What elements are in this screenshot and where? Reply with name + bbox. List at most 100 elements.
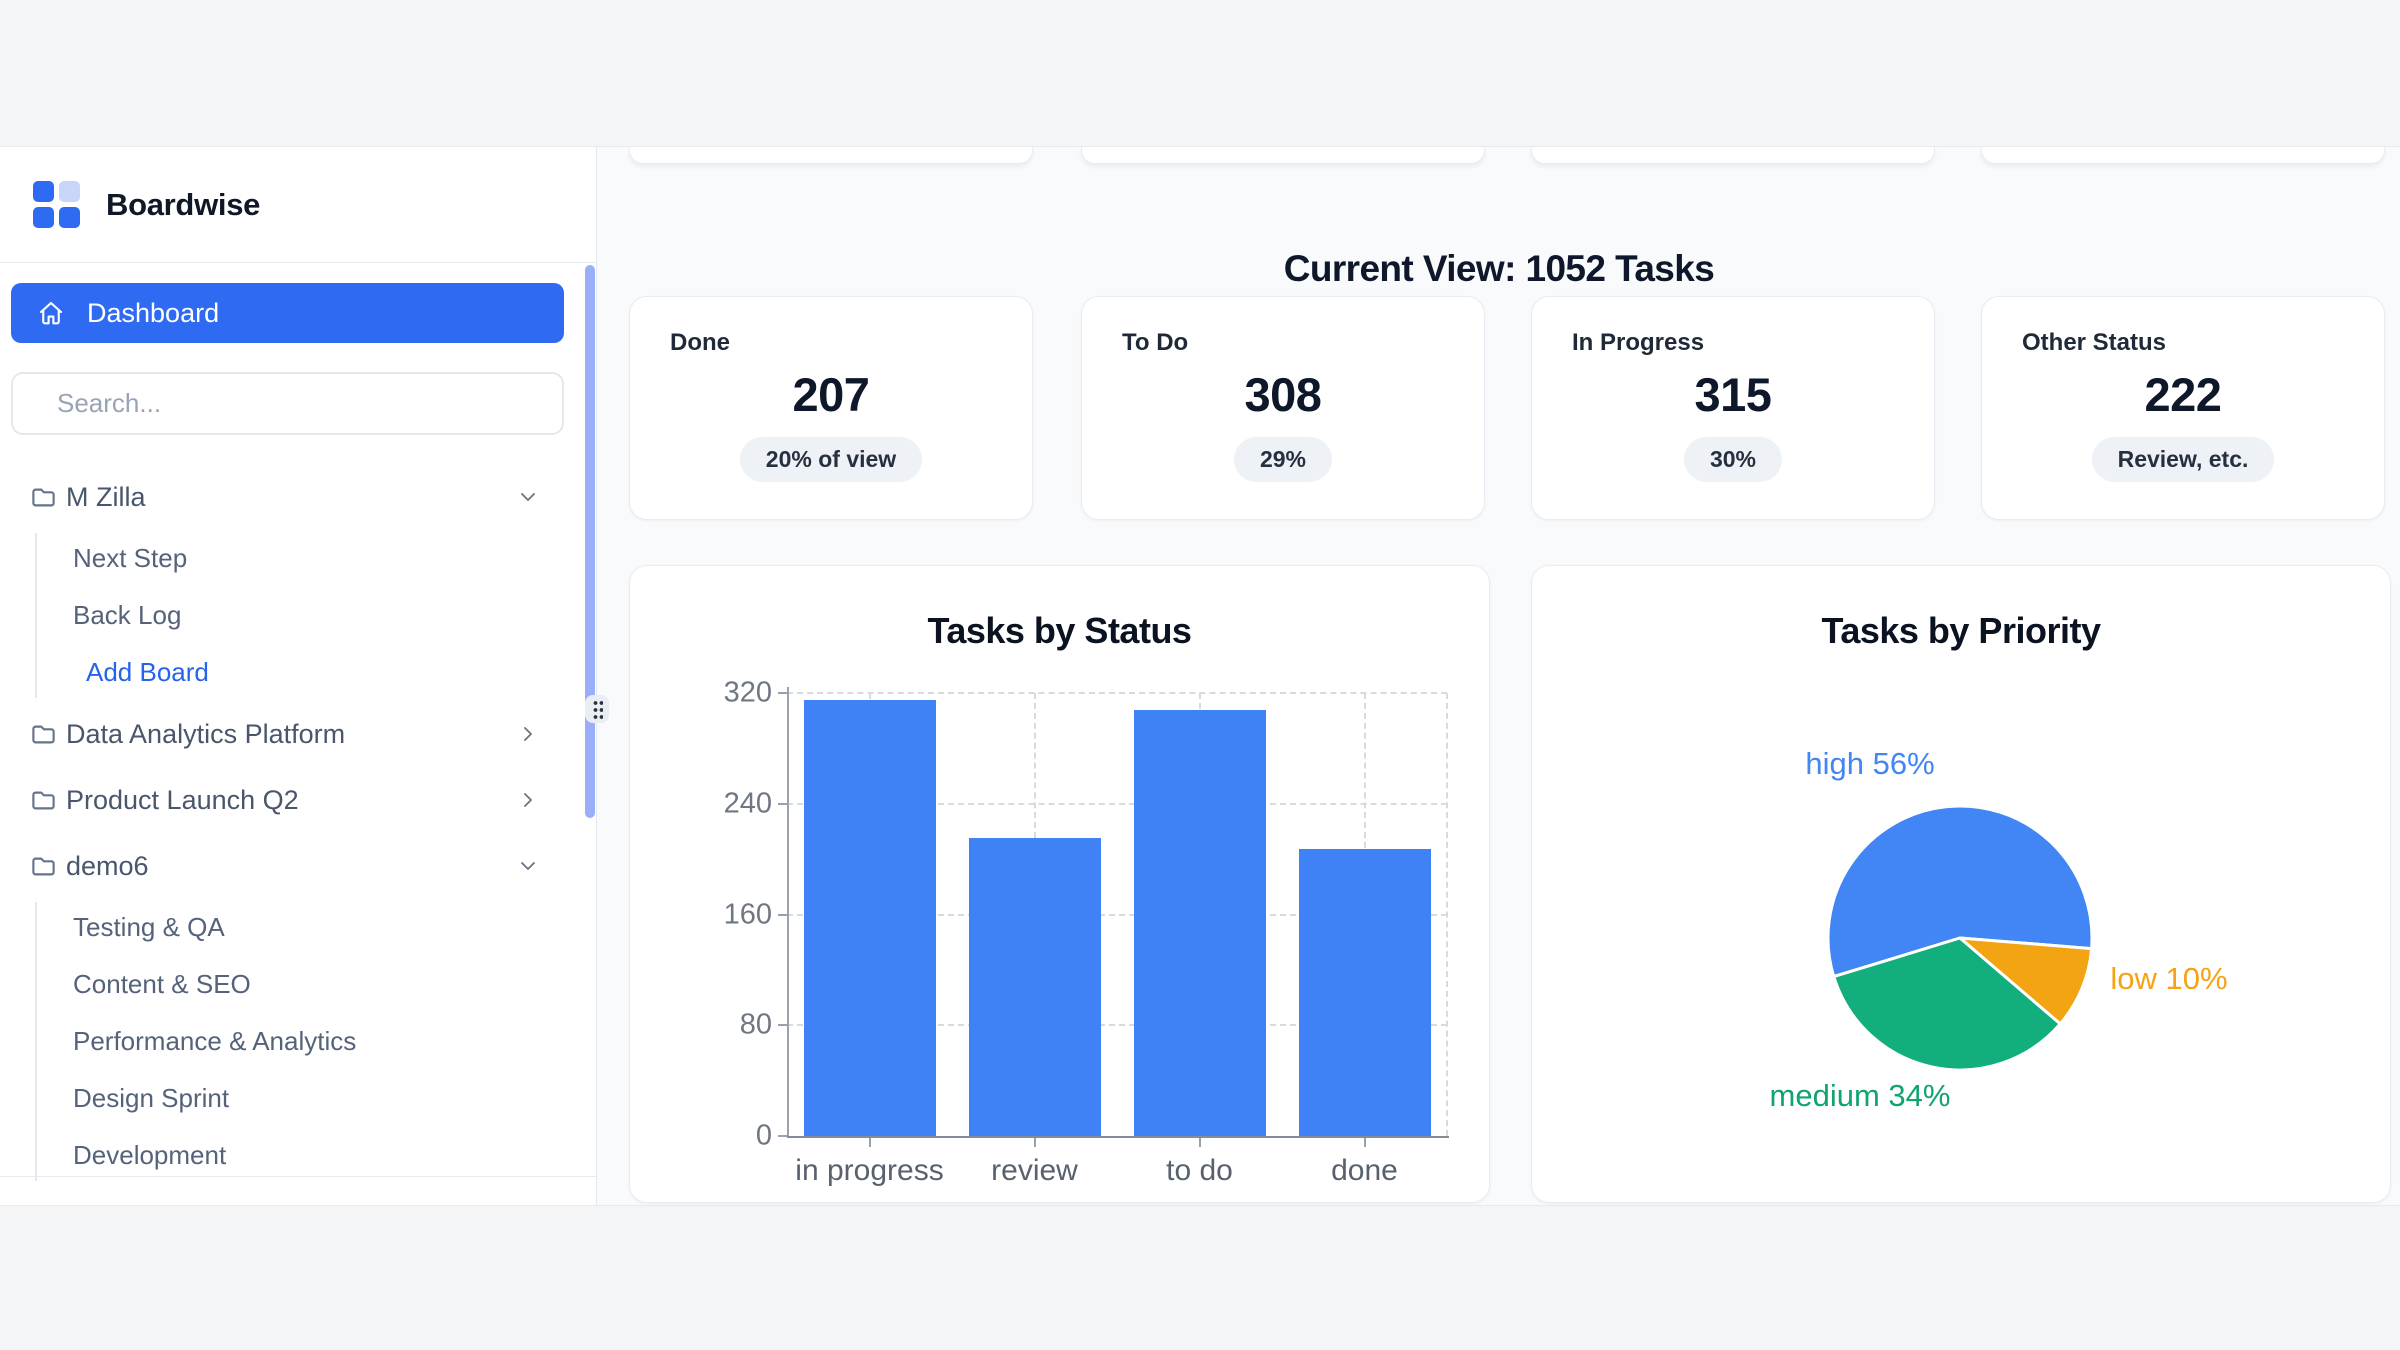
stat-value: 315 <box>1694 368 1772 421</box>
sidebar-bottom-divider <box>0 1176 596 1177</box>
y-tick-mark <box>778 802 787 805</box>
sidebar-board-item[interactable]: Content & SEO <box>73 969 251 999</box>
stat-badge: Review, etc. <box>2091 437 2275 482</box>
x-tick-mark <box>1033 1138 1036 1147</box>
stat-card-to-do: To Do 308 29% <box>1081 296 1485 520</box>
grip-dots-icon <box>591 699 603 719</box>
home-icon <box>36 298 66 328</box>
sidebar-board-item[interactable]: Next Step <box>73 543 188 573</box>
bar <box>1298 849 1431 1136</box>
pie-slice-low <box>1958 936 2094 1026</box>
sidebar-project-data-analytics-platform[interactable]: Data Analytics Platform <box>0 701 596 767</box>
pie-label-low: low 10% <box>2110 961 2228 996</box>
clipped-card <box>1981 147 2385 164</box>
sidebar-resize-handle[interactable] <box>585 695 609 723</box>
stat-card-other-status: Other Status 222 Review, etc. <box>1981 296 2385 520</box>
sidebar-item-dashboard[interactable]: Dashboard <box>11 283 564 343</box>
chevron-down-icon[interactable] <box>516 485 540 509</box>
bar <box>803 699 936 1136</box>
pie-chart-card: Tasks by Priority high 56% low 10% medium … <box>1531 565 2391 1203</box>
logo-square <box>59 207 80 228</box>
y-tick-mark <box>778 692 787 694</box>
sidebar-header: Boardwise <box>0 147 596 263</box>
x-category-label: review <box>991 1154 1078 1187</box>
y-tick-label: 80 <box>739 1008 772 1041</box>
search-box[interactable] <box>11 372 564 435</box>
logo-square <box>59 181 80 202</box>
sidebar-board-item[interactable]: Performance & Analytics <box>73 1026 357 1056</box>
y-gridline <box>787 802 1447 805</box>
y-tick-mark <box>778 1135 787 1137</box>
grid-2x2-logo-icon <box>33 181 80 228</box>
y-tick-label: 160 <box>723 898 772 930</box>
y-tick-mark <box>778 913 787 916</box>
app-title: Boardwise <box>106 186 261 222</box>
y-gridline <box>787 692 1447 694</box>
pie-chart-title: Tasks by Priority <box>1821 610 2101 651</box>
stat-badge: 30% <box>1683 437 1783 482</box>
y-tick-label: 0 <box>755 1119 772 1152</box>
chevron-right-icon[interactable] <box>516 722 540 746</box>
folder-icon <box>30 853 66 880</box>
y-axis-line <box>787 687 789 1136</box>
stat-label: To Do <box>1122 329 1189 356</box>
sidebar-nav: Dashboard M Zilla Next Step Back Log Add… <box>0 263 596 1184</box>
clipped-card <box>1081 147 1485 164</box>
bar <box>968 838 1101 1136</box>
sidebar: Boardwise Dashboard M Zilla <box>0 147 597 1205</box>
bar-chart-card: Tasks by Status 0 80 160 240 320 in progress r… <box>629 565 1490 1203</box>
project-label: demo6 <box>66 850 149 881</box>
project-label: Product Launch Q2 <box>66 784 299 815</box>
stat-badge: 20% of view <box>739 437 923 482</box>
y-gridline <box>787 1024 1447 1027</box>
stat-label: Done <box>670 329 730 356</box>
stat-badge: 29% <box>1233 437 1333 482</box>
project-label: Data Analytics Platform <box>66 718 346 749</box>
y-tick-label: 320 <box>723 676 772 709</box>
sidebar-project-m-zilla[interactable]: M Zilla <box>0 464 596 530</box>
dashboard-label: Dashboard <box>87 297 220 328</box>
bar <box>1133 709 1266 1136</box>
x-tick-mark <box>868 1138 871 1147</box>
sidebar-scrollbar[interactable] <box>585 265 595 818</box>
clipped-card <box>1531 147 1935 164</box>
chevron-down-icon[interactable] <box>516 854 540 878</box>
stat-label: In Progress <box>1572 329 1705 356</box>
project-children: Next Step Back Log Add Board <box>0 530 596 701</box>
folder-icon <box>30 484 66 511</box>
pie-slice-high <box>1826 804 2094 979</box>
stat-value: 207 <box>792 368 870 421</box>
folder-icon <box>30 721 66 748</box>
stat-card-done: Done 207 20% of view <box>629 296 1033 520</box>
y-gridline <box>787 913 1447 916</box>
sidebar-board-item[interactable]: Development <box>73 1140 227 1170</box>
sidebar-board-item[interactable]: Testing & QA <box>73 912 225 942</box>
logo-square <box>33 207 54 228</box>
page-top-margin <box>0 0 2400 147</box>
x-category-label: to do <box>1166 1154 1233 1187</box>
pie-slice-medium <box>1832 936 2062 1072</box>
search-input[interactable] <box>55 387 542 420</box>
sidebar-project-demo6[interactable]: demo6 <box>0 833 596 899</box>
add-board-link[interactable]: Add Board <box>86 657 209 687</box>
y-tick-mark <box>778 1024 787 1027</box>
bar-chart-title: Tasks by Status <box>927 610 1192 651</box>
chevron-right-icon[interactable] <box>516 788 540 812</box>
sidebar-board-item[interactable]: Back Log <box>73 600 182 630</box>
pie-label-high: high 56% <box>1805 746 1935 781</box>
stat-value: 222 <box>2144 368 2222 421</box>
x-category-label: done <box>1331 1154 1398 1187</box>
pie-label-medium: medium 34% <box>1769 1078 1951 1113</box>
x-category-label: in progress <box>795 1154 944 1187</box>
pie-chart <box>1826 804 2094 1072</box>
sidebar-board-item[interactable]: Design Sprint <box>73 1083 230 1113</box>
logo-square <box>33 181 54 202</box>
page-title: Current View: 1052 Tasks <box>1283 247 1715 289</box>
y-tick-label: 240 <box>723 787 772 820</box>
x-gridline <box>1446 693 1448 1136</box>
x-tick-mark <box>1363 1138 1366 1147</box>
stat-value: 308 <box>1244 368 1322 421</box>
app-viewport: Boardwise Dashboard M Zilla <box>0 147 2400 1206</box>
sidebar-project-product-launch-q2[interactable]: Product Launch Q2 <box>0 767 596 833</box>
clipped-card <box>629 147 1033 164</box>
